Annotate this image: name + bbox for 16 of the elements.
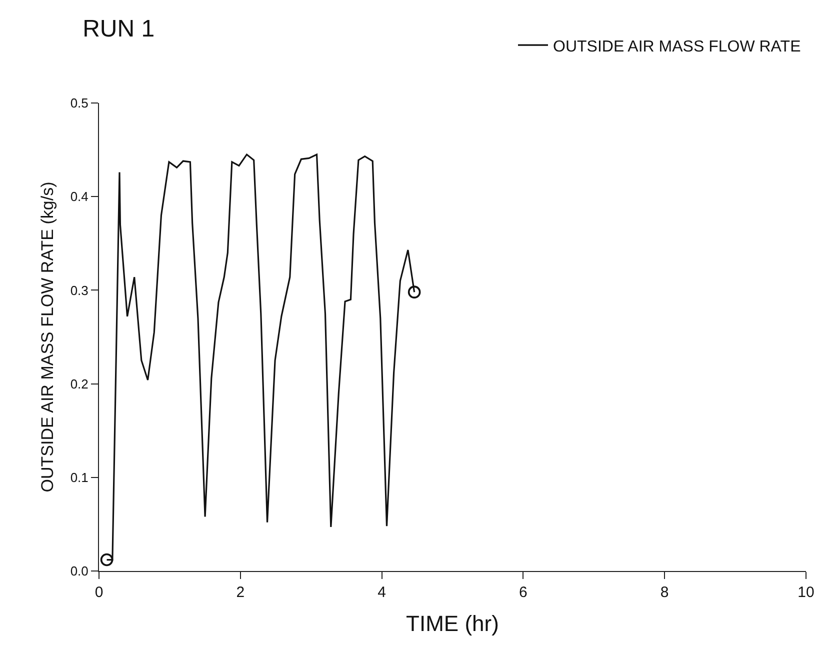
y-tick-label: 0.5 [70,96,88,111]
x-tick-label: 2 [236,584,245,601]
x-tick-label: 0 [94,584,104,601]
y-tick-label: 0.2 [70,376,88,392]
y-tick-label: 0.1 [70,470,88,485]
x-tick-label: 10 [798,584,814,601]
y-tick-label: 0.3 [70,282,88,298]
y-axis-title: OUTSIDE AIR MASS FLOW RATE (kg/s) [38,182,57,492]
legend-label: OUTSIDE AIR MASS FLOW RATE [553,38,801,56]
chart-title: RUN 1 [82,15,155,42]
x-tick-label: 6 [519,584,528,601]
x-tick-label: 4 [378,584,386,601]
y-tick-label: 0.0 [70,564,88,579]
x-tick-label: 8 [660,584,669,601]
x-axis-title: TIME (hr) [406,610,499,636]
y-tick-label: 0.4 [70,189,88,204]
